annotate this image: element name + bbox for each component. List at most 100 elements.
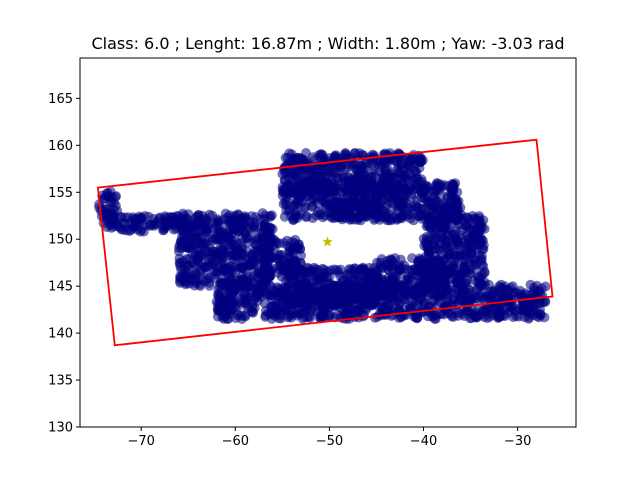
lidar-point [370, 312, 380, 323]
lidar-point [407, 253, 418, 264]
lidar-point [265, 212, 275, 223]
y-axis: 130 135 140 145 150 155 160 165 [48, 92, 80, 436]
lidar-point [316, 273, 327, 284]
lidar-point [240, 212, 251, 223]
lidar-point [394, 283, 405, 294]
lidar-point [388, 264, 399, 274]
lidar-point [375, 179, 386, 190]
lidar-point [335, 162, 346, 172]
lidar-point [423, 253, 434, 263]
lidar-point [466, 232, 476, 243]
lidar-point [160, 217, 171, 228]
lidar-point [483, 279, 494, 290]
lidar-point [469, 214, 480, 225]
lidar-point [312, 307, 323, 318]
lidar-point [421, 221, 432, 232]
lidar-point [208, 258, 219, 269]
lidar-point [396, 151, 407, 162]
lidar-point [324, 311, 335, 322]
lidar-point [484, 311, 495, 322]
lidar-point [375, 157, 386, 167]
lidar-point [187, 239, 198, 250]
lidar-point [484, 293, 495, 304]
lidar-point [248, 294, 259, 305]
lidar-point [391, 178, 402, 189]
lidar-point [383, 179, 394, 189]
lidar-point [427, 311, 438, 322]
lidar-point [515, 285, 525, 296]
lidar-point [230, 247, 241, 258]
lidar-point [461, 221, 472, 232]
x-tick-label: −50 [316, 434, 343, 449]
lidar-point [300, 274, 311, 285]
lidar-point [460, 287, 471, 298]
lidar-point [313, 150, 324, 161]
lidar-point [288, 159, 299, 170]
plot-frame [79, 57, 577, 428]
lidar-point [296, 190, 307, 201]
lidar-point [428, 283, 439, 294]
lidar-point [472, 284, 483, 295]
y-tick-label: 145 [48, 280, 73, 295]
lidar-point [327, 197, 338, 208]
lidar-point [422, 182, 433, 193]
y-tick-label: 160 [48, 139, 73, 154]
lidar-point [246, 306, 257, 317]
lidar-point [408, 205, 419, 215]
lidar-point [442, 244, 453, 255]
lidar-point [190, 261, 201, 272]
lidar-point [202, 224, 213, 235]
lidar-point [224, 303, 235, 314]
lidar-point [427, 295, 438, 306]
lidar-point [450, 212, 461, 223]
bounding-box [96, 138, 554, 347]
lidar-point [201, 213, 211, 224]
lidar-point [473, 227, 484, 238]
lidar-point [522, 298, 533, 309]
lidar-point [434, 264, 445, 275]
lidar-point [350, 299, 361, 309]
lidar-point [478, 215, 489, 226]
lidar-point [204, 277, 215, 288]
lidar-point [311, 182, 322, 193]
lidar-point [363, 298, 374, 309]
lidar-point [332, 298, 343, 309]
lidar-point [387, 169, 398, 179]
lidar-point [438, 282, 449, 293]
lidar-point [189, 217, 199, 228]
lidar-point [286, 149, 297, 160]
lidar-point [366, 283, 377, 294]
lidar-point [449, 250, 460, 261]
lidar-point [446, 311, 457, 322]
lidar-point [395, 254, 406, 265]
chart-title: Class: 6.0 ; Lenght: 16.87m ; Width: 1.8… [91, 34, 564, 53]
lidar-point [109, 197, 119, 208]
lidar-point [432, 178, 442, 188]
lidar-point [282, 241, 293, 251]
lidar-point [494, 305, 505, 316]
lidar-point [400, 184, 411, 195]
lidar-point [296, 250, 306, 261]
lidar-point [340, 149, 351, 160]
lidar-point [423, 236, 434, 247]
lidar-point [408, 288, 418, 299]
x-tick-label: −30 [504, 434, 531, 449]
lidar-point [306, 298, 317, 309]
lidar-point [232, 310, 243, 321]
lidar-point [299, 312, 310, 323]
lidar-point [175, 236, 186, 247]
lidar-point [308, 166, 319, 176]
lidar-point [395, 297, 406, 307]
lidar-point [306, 290, 317, 301]
lidar-point [367, 290, 378, 301]
lidar-point [152, 216, 163, 227]
lidar-point [498, 283, 508, 294]
lidar-point [383, 215, 394, 225]
lidar-point [373, 205, 384, 215]
lidar-point [535, 309, 546, 320]
lidar-point [264, 280, 275, 291]
lidar-point [106, 208, 116, 219]
lidar-point [219, 265, 230, 276]
lidar-point [289, 283, 300, 293]
lidar-point [350, 274, 361, 284]
